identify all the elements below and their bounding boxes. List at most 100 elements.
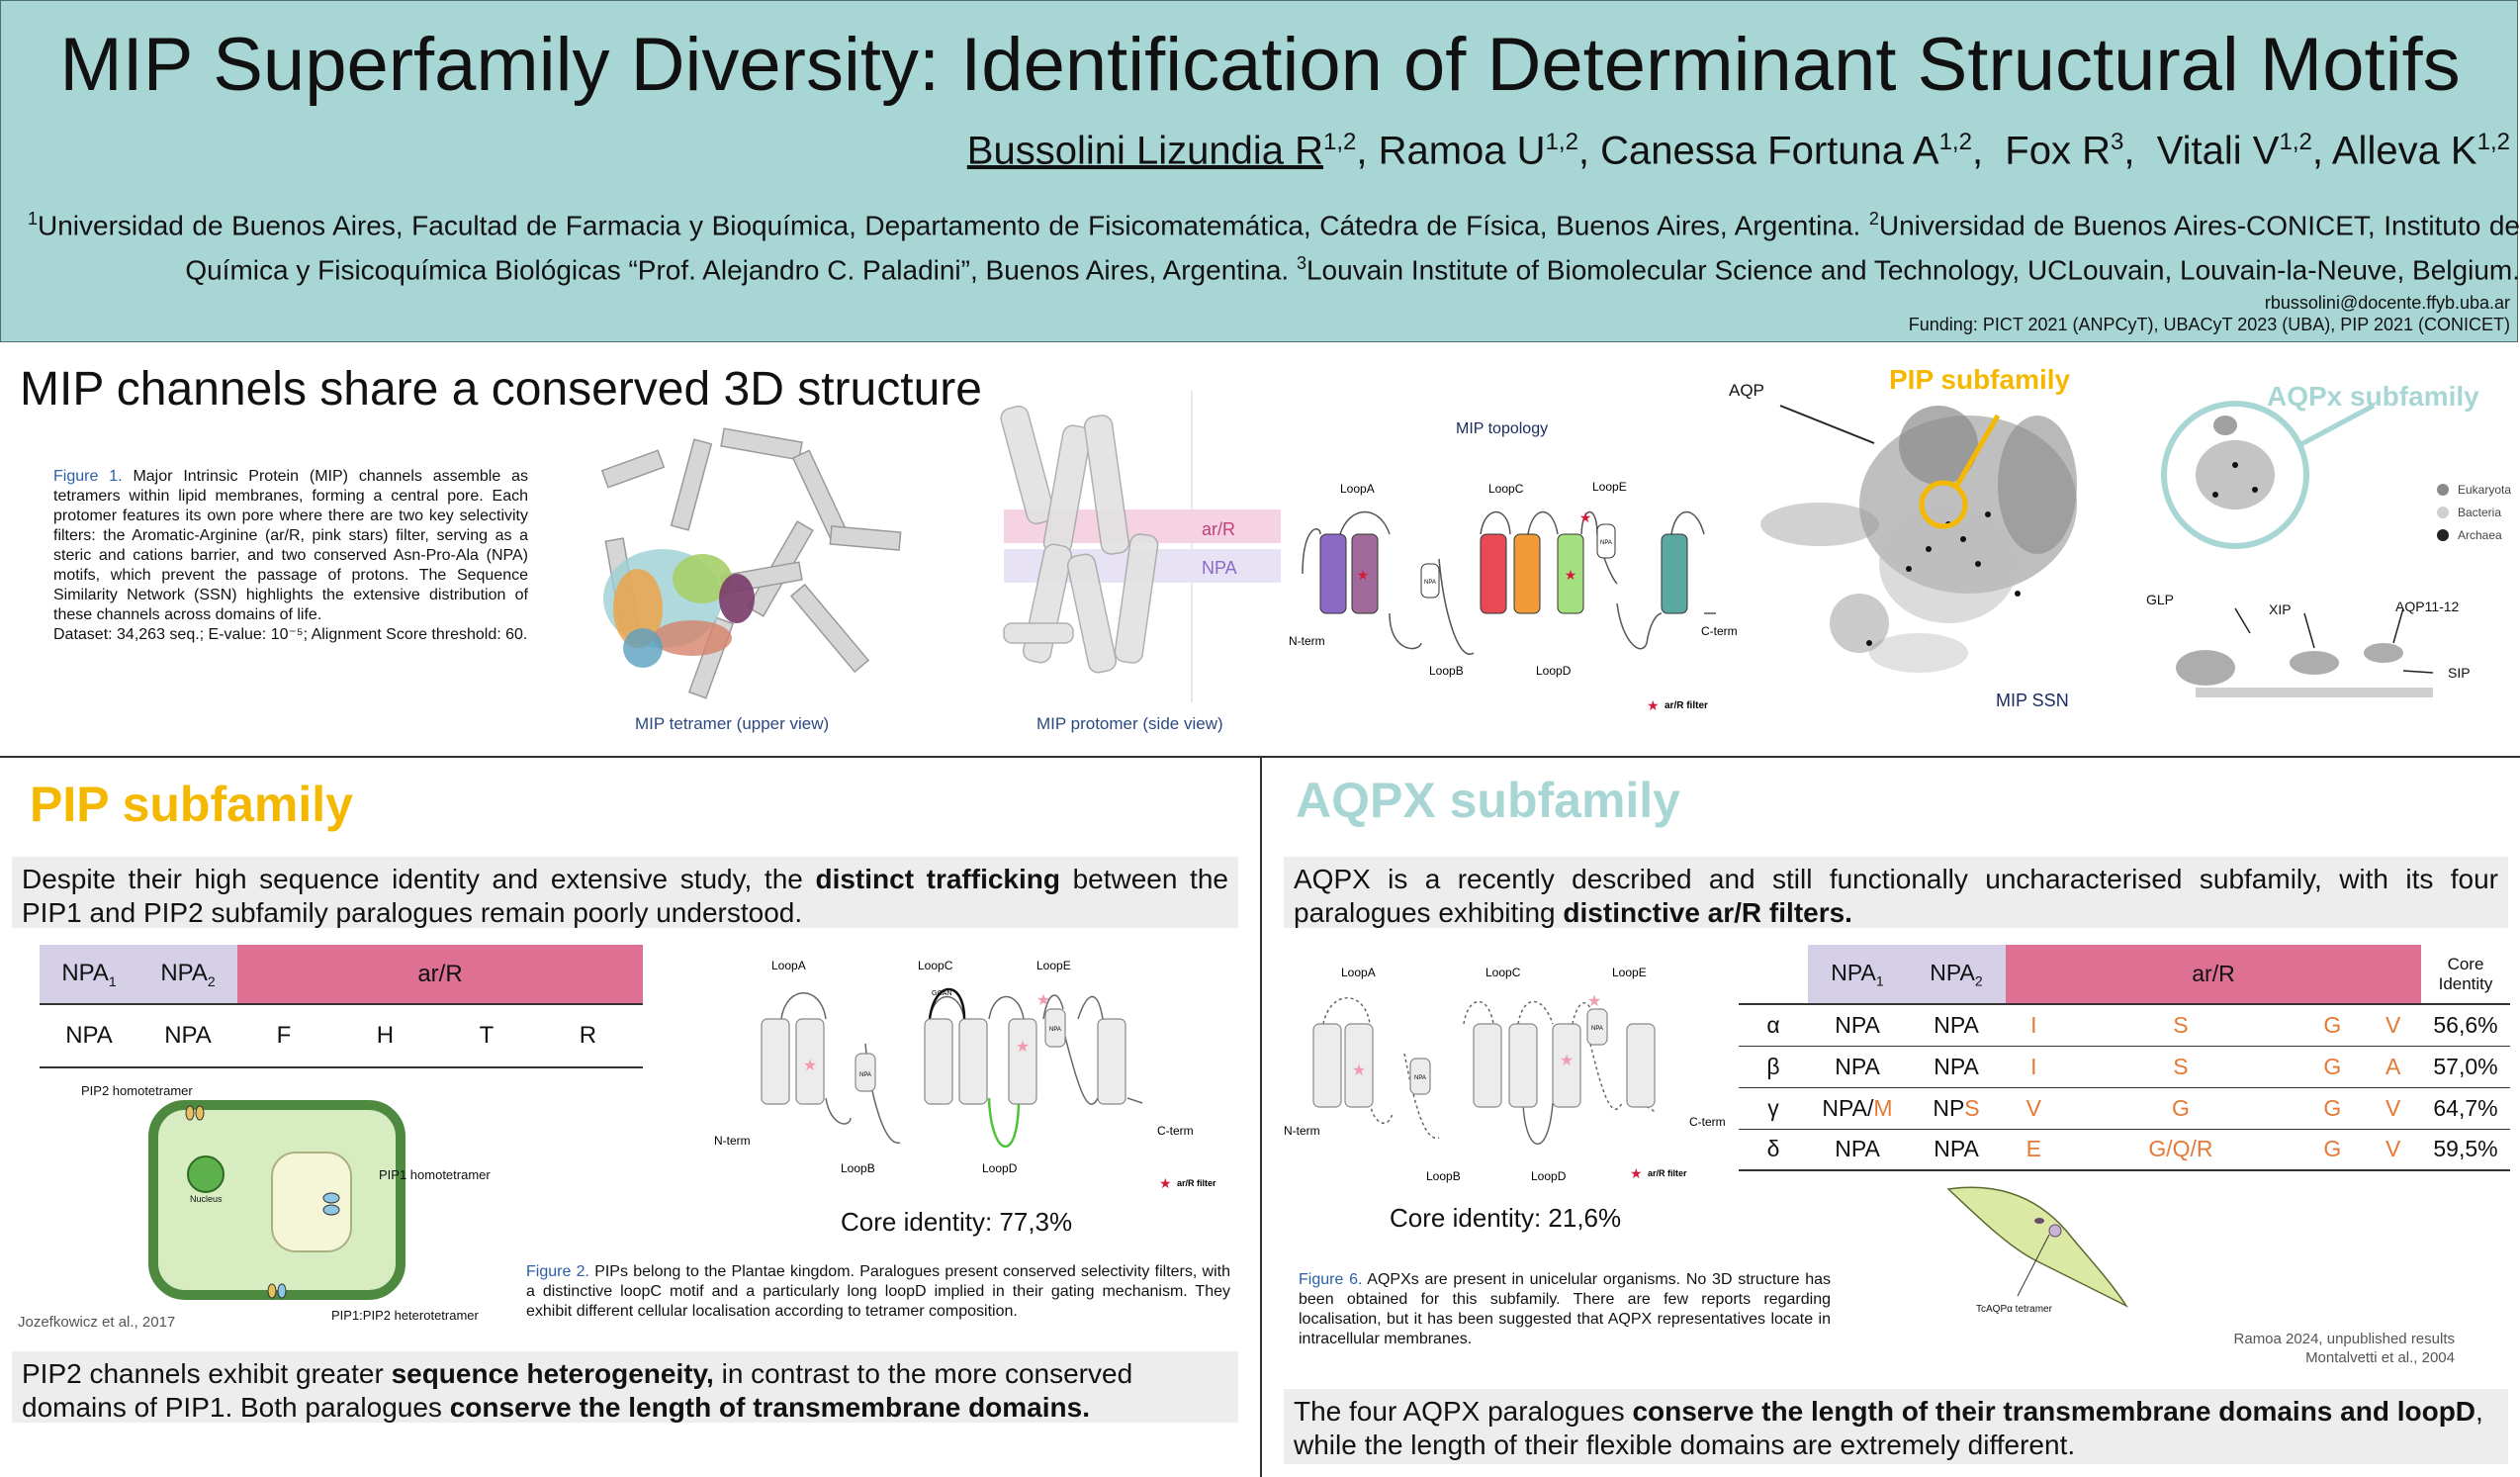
section-title: MIP channels share a conserved 3D struct… [20,363,982,415]
table-cell: S [2173,1053,2189,1079]
svg-text:LoopA: LoopA [1341,966,1376,979]
figure-1-caption: Figure 1. Major Intrinsic Protein (MIP) … [53,467,528,645]
pip-intro-text: Despite their high sequence identity and… [22,864,803,894]
figure-1-dataset: Dataset: 34,263 seq.; E-value: 10⁻⁵; Ali… [53,626,528,643]
author-affiliation-sup: 1,2 [1938,129,1972,155]
svg-text:★: ★ [803,1058,817,1074]
table-row: α NPA NPA I S G V 56,6% [1739,1004,2510,1046]
table-corner [1739,945,1808,1004]
heterotetramer-label: PIP1:PIP2 heterotetramer [331,1308,479,1323]
plant-cell-diagram [148,1100,405,1300]
table-cell: G [2323,1011,2342,1038]
npa1-header: NPA1 [40,945,138,1004]
core-identity-header: Core Identity [2438,954,2493,993]
affiliation-sup: 3 [1296,253,1306,274]
author-name: Fox R [2005,129,2111,173]
author-affiliation-sup: 1,2 [2476,129,2510,155]
affiliations: 1Universidad de Buenos Aires, Facultad d… [28,200,2520,290]
loop-label: LoopB [1429,664,1464,678]
svg-text:LoopB: LoopB [1426,1169,1461,1183]
table-cell: NPA [1835,1136,1880,1162]
core-cell: 59,5% [2433,1136,2498,1162]
table-cell: H [376,1022,395,1049]
protomer-npa-label: NPA [1202,558,1237,578]
svg-text:LoopE: LoopE [1036,959,1071,972]
paralogue-label: δ [1766,1136,1780,1162]
core-cell: 56,6% [2433,1011,2498,1038]
mip-protomer-image [1000,391,1281,702]
svg-text:LoopE: LoopE [1612,966,1647,979]
npa-label: NPA [1424,580,1436,586]
svg-text:LoopC: LoopC [1485,966,1521,979]
loop-label: LoopD [1536,664,1572,678]
table-cell: G [2323,1094,2342,1121]
table-cell: NPA [65,1022,113,1049]
table-cell: G/Q/R [2148,1136,2213,1162]
svg-text:★: ★ [1036,992,1050,1009]
core-cell: 64,7% [2433,1094,2498,1121]
affiliation-1: Universidad de Buenos Aires, Facultad de… [38,210,1861,241]
poster-header [0,0,2518,342]
affiliation-sup: 1 [28,209,39,229]
ssn-aqp-label: AQP [1729,381,1764,400]
table-cell: T [479,1022,495,1049]
pip-conclusion-text: PIP2 channels exhibit greater [22,1358,384,1389]
author-affiliation-sup: 1,2 [1322,129,1357,155]
legend-eukaryota: Eukaryota [2458,483,2512,497]
funding: Funding: PICT 2021 (ANPCyT), UBACyT 2023… [1908,315,2510,334]
npa-label: NPA [1600,540,1612,546]
paralogue-label: β [1766,1053,1780,1079]
npa2-header: NPA2 [1907,945,2006,1004]
author-affiliation-sup: 1,2 [2279,129,2312,155]
table-row: γ NPA/M NPS V G G V 64,7% [1739,1087,2510,1129]
ssn-glp-label: GLP [2146,592,2175,607]
table-cell: I [2030,1011,2037,1038]
legend-bacteria: Bacteria [2458,506,2502,519]
svg-text:★: ★ [1016,1039,1030,1056]
pip2-homotetramer-label: PIP2 homotetramer [81,1083,193,1098]
npa2-header: NPA2 [138,945,237,1004]
pip1-homotetramer-label: PIP1 homotetramer [379,1167,491,1182]
nucleus-label: Nucleus [190,1194,223,1204]
pip-topology-diagram: ★ ★ ★ NPA NPA LoopA LoopC GGAN LoopE Loo… [714,959,1216,1191]
svg-text:★: ★ [1159,1175,1172,1191]
cterm-label: C-term [1701,624,1738,638]
tetramer-caption: MIP tetramer (upper view) [635,714,830,733]
arr-header: ar/R [237,945,643,1004]
table-cell: V [2385,1136,2401,1162]
svg-text:C-term: C-term [1689,1115,1726,1129]
protomer-arr-label: ar/R [1202,519,1236,539]
svg-text:N-term: N-term [714,1134,751,1148]
figure-6-caption: Figure 6. AQPXs are present in unicelula… [1299,1270,1831,1349]
pip-core-identity: Core identity: 77,3% [841,1207,1073,1237]
svg-text:GGAN: GGAN [932,990,952,997]
aqpx-intro-emphasis: distinctive ar/R filters. [1563,897,1852,928]
table-cell: G [2172,1094,2190,1121]
table-cell: F [276,1022,292,1049]
svg-text:★: ★ [1587,993,1601,1010]
svg-text:NPA: NPA [859,1072,871,1078]
author-name: Canessa Fortuna A [1600,129,1939,173]
table-cell: NPA [1835,1011,1880,1038]
author-name: Vitali V [2156,129,2280,173]
loop-label: LoopC [1488,482,1524,496]
table-row: δ NPA NPA E G/Q/R G V 59,5% [1739,1129,2510,1170]
paralogue-label: α [1766,1011,1780,1038]
tc-tetramer-label: TcAQPα tetramer [1976,1304,2052,1315]
svg-text:NPA: NPA [1414,1075,1426,1081]
loop-label: LoopE [1592,480,1627,494]
svg-text:LoopD: LoopD [1531,1169,1567,1183]
affiliation-sup: 2 [1868,209,1879,229]
aqpx-conclusion-text: The four AQPX paralogues [1294,1396,1625,1427]
svg-text:★: ★ [1565,567,1577,583]
author-list: Bussolini Lizundia R1,2, Ramoa U1,2, Can… [966,129,2510,173]
ssn-aqp1112-label: AQP11-12 [2395,599,2460,614]
column-divider [1260,758,1262,1477]
svg-text:NPA: NPA [1049,1027,1061,1033]
mip-topology-diagram: ★ ★ ★ NPA NPA LoopA LoopC LoopE LoopB Lo… [1289,480,1738,713]
figure-label: Figure 6. [1299,1271,1363,1288]
figure-2-text: PIPs belong to the Plantae kingdom. Para… [526,1263,1231,1320]
affiliation-2: Universidad de Buenos Aires-CONICET, Ins… [185,210,2520,286]
pip-intro-text: between the PIP1 and PIP2 subfamily para… [22,864,1228,928]
table-cell: A [2385,1053,2401,1079]
